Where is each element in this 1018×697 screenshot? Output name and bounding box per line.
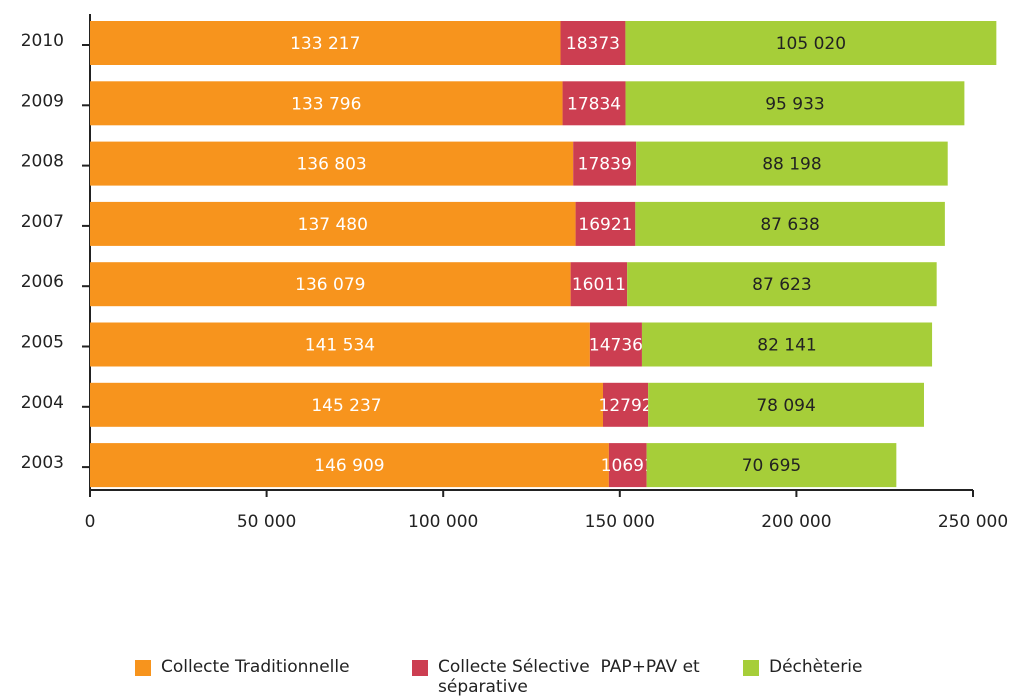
x-tick-label: 0 <box>85 512 96 532</box>
bar-segment <box>90 262 571 307</box>
bar-segment <box>635 201 945 246</box>
data-label: 78 094 <box>756 396 815 416</box>
bar-segment <box>627 262 937 307</box>
data-label: 70 695 <box>742 456 801 476</box>
data-label: 146 909 <box>314 456 384 476</box>
legend-item: Collecte Traditionnelle <box>135 657 350 677</box>
chart: 0 50 000 100 000 150 000 200 000 250 000 2010 1… <box>21 14 1008 532</box>
legend-item: Déchèterie <box>743 657 862 677</box>
legend-item: Collecte Sélective PAP+PAV et séparative <box>412 657 738 697</box>
x-tick-label: 150 000 <box>585 512 655 532</box>
bar-segment <box>570 262 628 307</box>
data-label: 16011 <box>572 275 626 295</box>
data-label: 133 796 <box>291 94 361 114</box>
data-label: 16921 <box>578 215 632 235</box>
y-tick-label: 2009 <box>21 91 64 111</box>
bar-segment <box>562 81 626 126</box>
y-tick-label: 2004 <box>21 393 64 413</box>
y-tick-label: 2008 <box>21 152 64 172</box>
bar-segment <box>636 141 948 186</box>
y-tick-label: 2006 <box>21 272 64 292</box>
legend-label: Déchèterie <box>769 657 863 677</box>
bar-segment <box>90 201 576 246</box>
page: 0 50 000 100 000 150 000 200 000 250 000 2010 1… <box>20 14 1009 697</box>
y-tick-label: 2007 <box>21 212 64 232</box>
x-tick-label: 50 000 <box>237 512 296 532</box>
legend-swatch <box>412 660 428 676</box>
bar-segment <box>575 201 636 246</box>
bar-segment <box>602 382 649 427</box>
bar-segment <box>648 382 924 427</box>
data-label: 88 198 <box>762 155 821 175</box>
bar-segment <box>589 322 642 367</box>
legend-swatch <box>743 660 759 676</box>
bar-segment <box>625 21 997 65</box>
bar-segment <box>90 322 590 367</box>
x-tick-label: 250 000 <box>938 512 1008 532</box>
y-tick-label: 2010 <box>21 31 64 51</box>
data-label: 136 079 <box>295 275 365 295</box>
bar-segment <box>608 443 647 488</box>
bar-segment <box>90 81 563 126</box>
x-tick-label: 100 000 <box>408 512 478 532</box>
legend-label: Collecte Traditionnelle <box>161 657 350 677</box>
data-label: 145 237 <box>311 396 381 416</box>
bar-segment <box>573 141 637 186</box>
bar-segment <box>560 21 626 65</box>
data-label: 136 803 <box>296 155 366 175</box>
bar-segment <box>90 21 561 65</box>
bar-segment <box>646 443 897 488</box>
bar-segment <box>625 81 965 126</box>
data-label: 87 638 <box>760 215 819 235</box>
bar-segment <box>90 443 609 488</box>
legend-label: Collecte Sélective PAP+PAV et séparative <box>438 657 706 697</box>
bar-segment <box>90 141 574 186</box>
x-tick-label: 200 000 <box>761 512 831 532</box>
data-label: 82 141 <box>757 336 816 356</box>
data-label: 87 623 <box>752 275 811 295</box>
bar-segment <box>641 322 933 367</box>
data-label: 18373 <box>566 34 620 54</box>
data-label: 17834 <box>567 94 621 114</box>
data-label: 105 020 <box>776 34 846 54</box>
data-label: 14736 <box>589 336 643 356</box>
y-tick-label: 2003 <box>21 453 64 473</box>
data-label: 12792 <box>599 396 653 416</box>
y-tick-label: 2005 <box>21 333 64 353</box>
data-label: 133 217 <box>290 34 360 54</box>
data-label: 137 480 <box>298 215 368 235</box>
data-label: 17839 <box>578 155 632 175</box>
legend-swatch <box>135 660 151 676</box>
data-label: 10691 <box>601 456 655 476</box>
bar-segment <box>90 382 603 427</box>
data-label: 95 933 <box>765 94 824 114</box>
data-label: 141 534 <box>305 336 375 356</box>
